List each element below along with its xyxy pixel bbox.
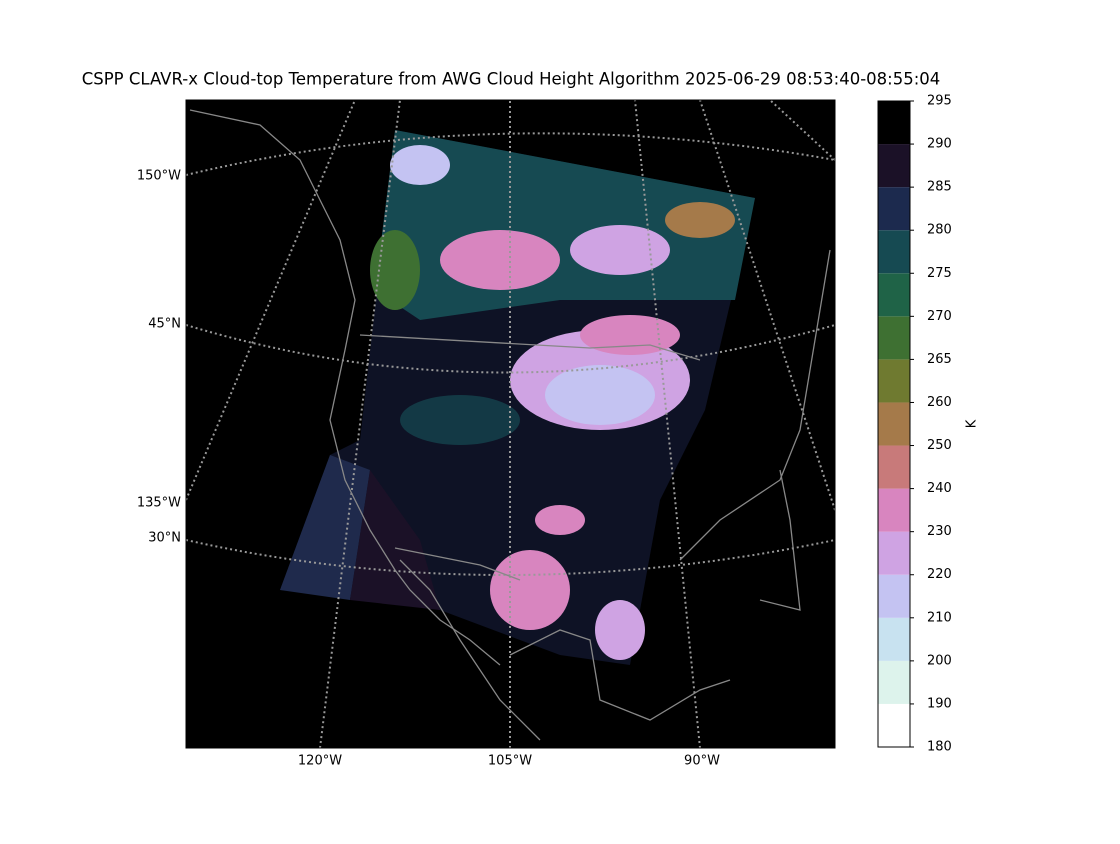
colorbar-tick-label: 190 xyxy=(927,696,952,711)
colorbar-segment xyxy=(878,273,910,317)
colorbar-segment xyxy=(878,402,910,446)
cloud xyxy=(535,505,585,535)
swath-edge xyxy=(350,470,440,610)
colorbar-segment xyxy=(878,488,910,532)
colorbar-tick-label: 180 xyxy=(927,740,952,755)
colorbar-tick-label: 290 xyxy=(927,137,952,152)
colorbar-tick-label: 240 xyxy=(927,481,952,496)
colorbar-segment xyxy=(878,574,910,618)
title: CSPP CLAVR-x Cloud-top Temperature from … xyxy=(82,70,941,89)
cloud xyxy=(490,550,570,630)
colorbar: 180 190 200 210 220 230 240 250 260 265 270 275 280 2… xyxy=(877,94,952,755)
colorbar-tick-label: 295 xyxy=(927,94,952,109)
colorbar-segment xyxy=(878,531,910,575)
colorbar-tick-label: 275 xyxy=(927,266,952,281)
colorbar-segment xyxy=(878,359,910,403)
map-label: 120°W xyxy=(298,754,342,769)
colorbar-segment xyxy=(878,316,910,360)
colorbar-segment xyxy=(878,617,910,661)
colorbar-tick-label: 220 xyxy=(927,567,952,582)
map-label: 90°W xyxy=(684,754,720,769)
colorbar-segment xyxy=(878,445,910,489)
swath-edge xyxy=(280,455,370,600)
map-label: 135°W xyxy=(137,496,181,511)
colorbar-segment xyxy=(878,660,910,704)
colorbar-tick-label: 280 xyxy=(927,223,952,238)
cloud xyxy=(665,202,735,238)
colorbar-tick-label: 285 xyxy=(927,180,952,195)
map-labels: 150°W 45°N 135°W 30°N 120°W 105°W 90°W xyxy=(137,169,720,769)
colorbar-segment xyxy=(878,187,910,231)
map-label: 30°N xyxy=(148,531,181,546)
map-label: 150°W xyxy=(137,169,181,184)
cloud xyxy=(440,230,560,290)
cloud xyxy=(595,600,645,660)
colorbar-segment xyxy=(878,101,910,145)
cloud xyxy=(370,230,420,310)
colorbar-tick-label: 210 xyxy=(927,610,952,625)
colorbar-frame xyxy=(877,100,911,748)
imagery xyxy=(280,130,755,665)
cloud xyxy=(400,395,520,445)
colorbar-label: K xyxy=(965,419,980,428)
colorbar-tick-label: 270 xyxy=(927,309,952,324)
cloud xyxy=(390,145,450,185)
colorbar-tick-label: 200 xyxy=(927,653,952,668)
map xyxy=(185,99,836,749)
coastlines xyxy=(189,109,831,741)
colorbar-tick-label: 250 xyxy=(927,438,952,453)
colorbar-tick-label: 230 xyxy=(927,524,952,539)
colorbar-tick-label: 260 xyxy=(927,395,952,410)
map-label: 45°N xyxy=(148,317,181,332)
colorbar-tick-label: 265 xyxy=(927,352,952,367)
cloud xyxy=(570,225,670,275)
map-label: 105°W xyxy=(488,754,532,769)
colorbar-segment xyxy=(878,703,910,747)
colorbar-segment xyxy=(878,230,910,274)
map-frame xyxy=(185,99,836,749)
cloud xyxy=(545,365,655,425)
colorbar-segment xyxy=(878,144,910,188)
cloud xyxy=(580,315,680,355)
